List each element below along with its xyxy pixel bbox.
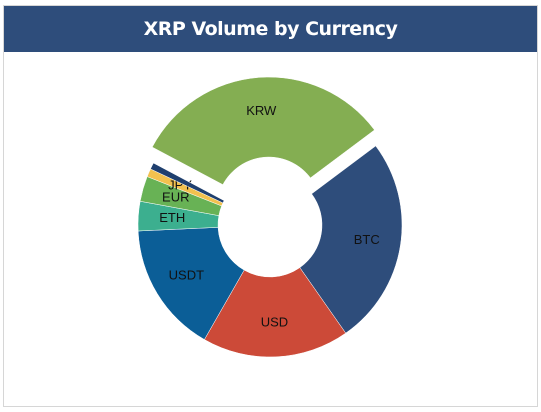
slice-label: EUR — [162, 190, 189, 205]
slice — [150, 162, 225, 204]
slice-label: BTC — [354, 232, 380, 247]
slice-label: ETH — [159, 210, 185, 225]
chart-title: XRP Volume by Currency — [4, 6, 537, 52]
slice — [137, 227, 245, 340]
slice-label: KRW — [246, 103, 277, 118]
slice — [151, 76, 375, 185]
slice — [299, 145, 403, 334]
slice — [204, 267, 347, 358]
slice-label: USD — [261, 314, 288, 329]
slice-label: USDT — [169, 267, 204, 282]
